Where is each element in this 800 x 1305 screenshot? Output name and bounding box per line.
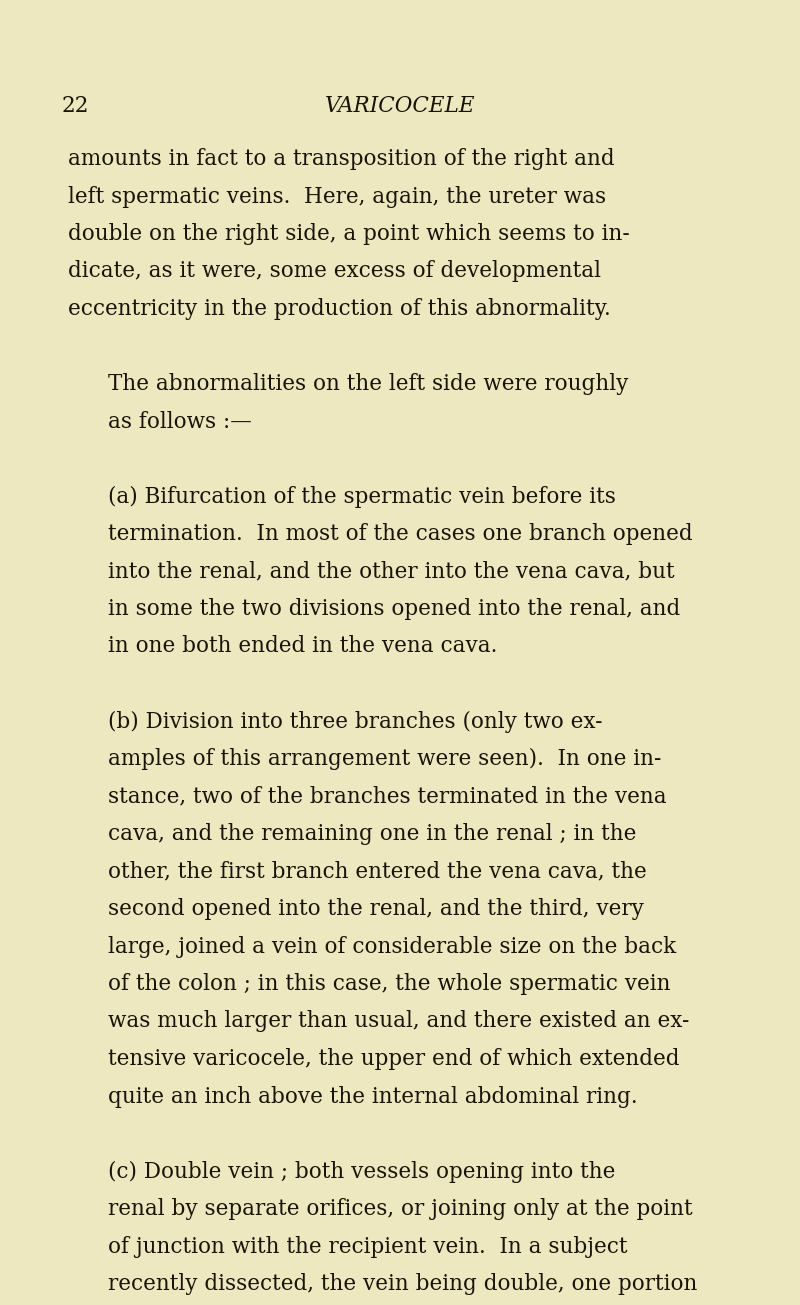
Text: recently dissected, the vein being double, one portion: recently dissected, the vein being doubl… [108, 1272, 698, 1295]
Text: was much larger than usual, and there existed an ex-: was much larger than usual, and there ex… [108, 1010, 690, 1032]
Text: The abnormalities on the left side were roughly: The abnormalities on the left side were … [108, 373, 628, 395]
Text: termination.  In most of the cases one branch opened: termination. In most of the cases one br… [108, 523, 693, 545]
Text: dicate, as it were, some excess of developmental: dicate, as it were, some excess of devel… [68, 261, 601, 282]
Text: VARICOCELE: VARICOCELE [325, 95, 475, 117]
Text: into the renal, and the other into the vena cava, but: into the renal, and the other into the v… [108, 561, 674, 582]
Text: large, joined a vein of considerable size on the back: large, joined a vein of considerable siz… [108, 936, 676, 958]
Text: second opened into the renal, and the third, very: second opened into the renal, and the th… [108, 898, 644, 920]
Text: other, the first branch entered the vena cava, the: other, the first branch entered the vena… [108, 860, 646, 882]
Text: as follows :—: as follows :— [108, 411, 252, 432]
Text: of junction with the recipient vein.  In a subject: of junction with the recipient vein. In … [108, 1236, 627, 1258]
Text: in one both ended in the vena cava.: in one both ended in the vena cava. [108, 636, 498, 658]
Text: (c) Double vein ; both vessels opening into the: (c) Double vein ; both vessels opening i… [108, 1160, 615, 1182]
Text: in some the two divisions opened into the renal, and: in some the two divisions opened into th… [108, 598, 680, 620]
Text: of the colon ; in this case, the whole spermatic vein: of the colon ; in this case, the whole s… [108, 974, 670, 994]
Text: stance, two of the branches terminated in the vena: stance, two of the branches terminated i… [108, 786, 666, 808]
Text: quite an inch above the internal abdominal ring.: quite an inch above the internal abdomin… [108, 1086, 638, 1108]
Text: 22: 22 [62, 95, 90, 117]
Text: (a) Bifurcation of the spermatic vein before its: (a) Bifurcation of the spermatic vein be… [108, 485, 616, 508]
Text: renal by separate orifices, or joining only at the point: renal by separate orifices, or joining o… [108, 1198, 693, 1220]
Text: tensive varicocele, the upper end of which extended: tensive varicocele, the upper end of whi… [108, 1048, 679, 1070]
Text: amounts in fact to a transposition of the right and: amounts in fact to a transposition of th… [68, 147, 614, 170]
Text: (b) Division into three branches (only two ex-: (b) Division into three branches (only t… [108, 710, 602, 732]
Text: double on the right side, a point which seems to in-: double on the right side, a point which … [68, 223, 630, 245]
Text: amples of this arrangement were seen).  In one in-: amples of this arrangement were seen). I… [108, 748, 662, 770]
Text: cava, and the remaining one in the renal ; in the: cava, and the remaining one in the renal… [108, 823, 636, 846]
Text: left spermatic veins.  Here, again, the ureter was: left spermatic veins. Here, again, the u… [68, 185, 606, 207]
Text: eccentricity in the production of this abnormality.: eccentricity in the production of this a… [68, 298, 610, 320]
